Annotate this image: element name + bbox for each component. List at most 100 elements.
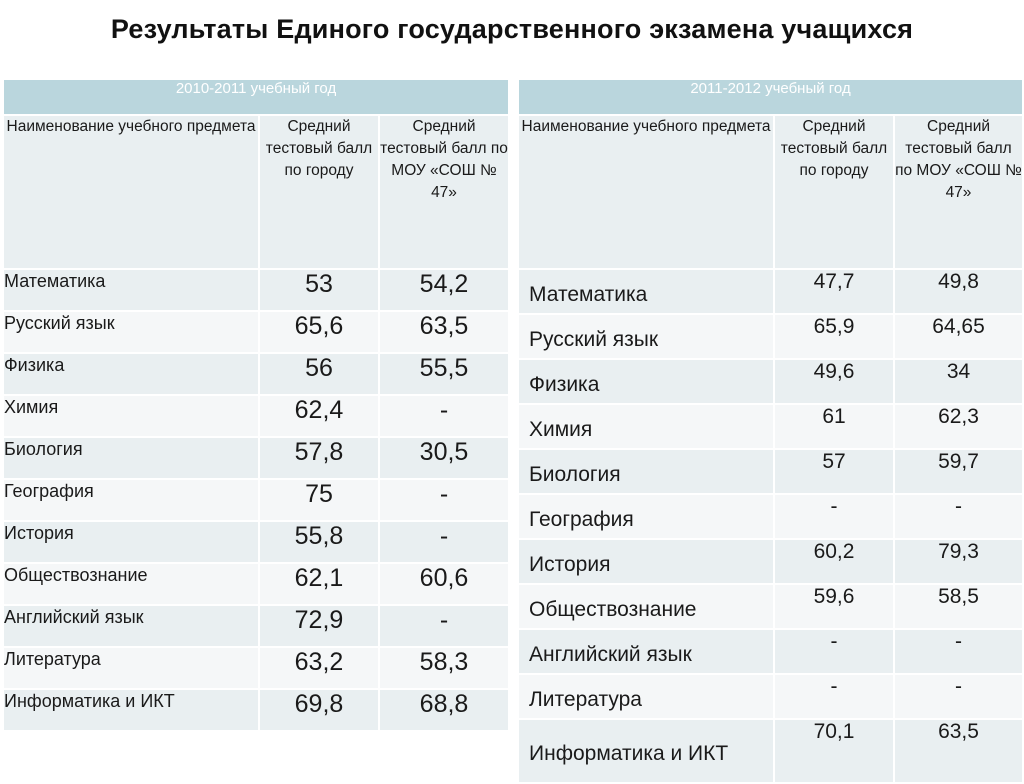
school-score-cell: - xyxy=(892,673,1024,720)
school-score-cell: - xyxy=(892,628,1024,675)
subject-cell: Биология xyxy=(2,436,260,480)
table-row: Обществознание 59,6 58,5 xyxy=(517,583,1024,630)
city-score-cell: 72,9 xyxy=(258,604,380,648)
subject-cell: Английский язык xyxy=(2,604,260,648)
subject-cell: Обществознание xyxy=(2,562,260,606)
table-row: История 55,8 - xyxy=(2,520,511,564)
subject-cell: Математика xyxy=(517,268,775,315)
subject-cell: Информатика и ИКТ xyxy=(517,718,775,784)
school-score-cell: 79,3 xyxy=(892,538,1024,585)
table-row: Русский язык 65,6 63,5 xyxy=(2,310,511,354)
school-score-cell: 58,3 xyxy=(377,646,511,690)
school-score-cell: 34 xyxy=(892,358,1024,405)
subject-cell: Английский язык xyxy=(517,628,775,675)
table-row: География 75 - xyxy=(2,478,511,522)
city-score-cell: 55,8 xyxy=(258,520,380,564)
table-row: Английский язык 72,9 - xyxy=(2,604,511,648)
table-row: Физика 56 55,5 xyxy=(2,352,511,396)
table-row: Информатика и ИКТ 69,8 68,8 xyxy=(2,688,511,732)
subject-cell: Литература xyxy=(2,646,260,690)
table-row: Литература - - xyxy=(517,673,1024,720)
subject-cell: География xyxy=(2,478,260,522)
school-score-cell: 60,6 xyxy=(377,562,511,606)
school-score-cell: 55,5 xyxy=(377,352,511,396)
table-row: Математика 47,7 49,8 xyxy=(517,268,1024,315)
results-table-2010-2011: 2010-2011 учебный год Наименование учебн… xyxy=(1,78,511,732)
city-score-cell: 47,7 xyxy=(773,268,895,315)
table-row: География - - xyxy=(517,493,1024,540)
column-header-subject: Наименование учебного предмета xyxy=(517,114,775,270)
city-score-cell: 63,2 xyxy=(258,646,380,690)
school-score-cell: 64,65 xyxy=(892,313,1024,360)
school-score-cell: 30,5 xyxy=(377,436,511,480)
school-score-cell: 58,5 xyxy=(892,583,1024,630)
city-score-cell: 65,9 xyxy=(773,313,895,360)
table-body: Математика 47,7 49,8 Русский язык 65,9 6… xyxy=(517,268,1024,784)
year-header: 2010-2011 учебный год xyxy=(1,78,511,116)
page-title: Результаты Единого государственного экза… xyxy=(110,14,914,44)
school-score-cell: 62,3 xyxy=(892,403,1024,450)
table-row: Литература 63,2 58,3 xyxy=(2,646,511,690)
school-score-cell: 63,5 xyxy=(892,718,1024,784)
city-score-cell: 75 xyxy=(258,478,380,522)
column-header-subject: Наименование учебного предмета xyxy=(2,114,260,270)
city-score-cell: 57,8 xyxy=(258,436,380,480)
city-score-cell: 69,8 xyxy=(258,688,380,732)
year-header: 2011-2012 учебный год xyxy=(516,78,1024,116)
subject-cell: Обществознание xyxy=(517,583,775,630)
table-row: Биология 57,8 30,5 xyxy=(2,436,511,480)
column-header-school-average: Средний тестовый балл по МОУ «СОШ № 47» xyxy=(892,114,1024,270)
table-row: Английский язык - - xyxy=(517,628,1024,675)
city-score-cell: 61 xyxy=(773,403,895,450)
city-score-cell: 49,6 xyxy=(773,358,895,405)
school-score-cell: - xyxy=(377,394,511,438)
city-score-cell: 60,2 xyxy=(773,538,895,585)
city-score-cell: - xyxy=(773,493,895,540)
table-body: Математика 53 54,2 Русский язык 65,6 63,… xyxy=(2,268,511,732)
city-score-cell: 62,1 xyxy=(258,562,380,606)
column-header-city-average: Средний тестовый балл по городу xyxy=(773,114,895,270)
city-score-cell: 65,6 xyxy=(258,310,380,354)
results-table-2011-2012: 2011-2012 учебный год Наименование учебн… xyxy=(516,78,1024,784)
subject-cell: Литература xyxy=(517,673,775,720)
subject-cell: Математика xyxy=(2,268,260,312)
school-score-cell: - xyxy=(892,493,1024,540)
city-score-cell: 59,6 xyxy=(773,583,895,630)
school-score-cell: - xyxy=(377,604,511,648)
subject-cell: Физика xyxy=(2,352,260,396)
subject-cell: Биология xyxy=(517,448,775,495)
city-score-cell: 57 xyxy=(773,448,895,495)
table-row: Математика 53 54,2 xyxy=(2,268,511,312)
column-header-school-average: Средний тестовый балл по МОУ «СОШ № 47» xyxy=(377,114,511,270)
subject-cell: География xyxy=(517,493,775,540)
table-row: Биология 57 59,7 xyxy=(517,448,1024,495)
table-row: История 60,2 79,3 xyxy=(517,538,1024,585)
table-row: Химия 61 62,3 xyxy=(517,403,1024,450)
subject-cell: Информатика и ИКТ xyxy=(2,688,260,732)
school-score-cell: 68,8 xyxy=(377,688,511,732)
subject-cell: Химия xyxy=(2,394,260,438)
school-score-cell: 63,5 xyxy=(377,310,511,354)
school-score-cell: - xyxy=(377,520,511,564)
subject-cell: Химия xyxy=(517,403,775,450)
table-row: Обществознание 62,1 60,6 xyxy=(2,562,511,606)
school-score-cell: 54,2 xyxy=(377,268,511,312)
subject-cell: Русский язык xyxy=(517,313,775,360)
school-score-cell: 49,8 xyxy=(892,268,1024,315)
subject-cell: История xyxy=(517,538,775,585)
city-score-cell: 53 xyxy=(258,268,380,312)
city-score-cell: - xyxy=(773,673,895,720)
city-score-cell: 56 xyxy=(258,352,380,396)
table-row: Русский язык 65,9 64,65 xyxy=(517,313,1024,360)
school-score-cell: - xyxy=(377,478,511,522)
school-score-cell: 59,7 xyxy=(892,448,1024,495)
table-row: Химия 62,4 - xyxy=(2,394,511,438)
city-score-cell: 62,4 xyxy=(258,394,380,438)
table-row: Информатика и ИКТ 70,1 63,5 xyxy=(517,718,1024,784)
city-score-cell: 70,1 xyxy=(773,718,895,784)
subject-cell: Физика xyxy=(517,358,775,405)
subject-cell: Русский язык xyxy=(2,310,260,354)
city-score-cell: - xyxy=(773,628,895,675)
table-row: Физика 49,6 34 xyxy=(517,358,1024,405)
subject-cell: История xyxy=(2,520,260,564)
